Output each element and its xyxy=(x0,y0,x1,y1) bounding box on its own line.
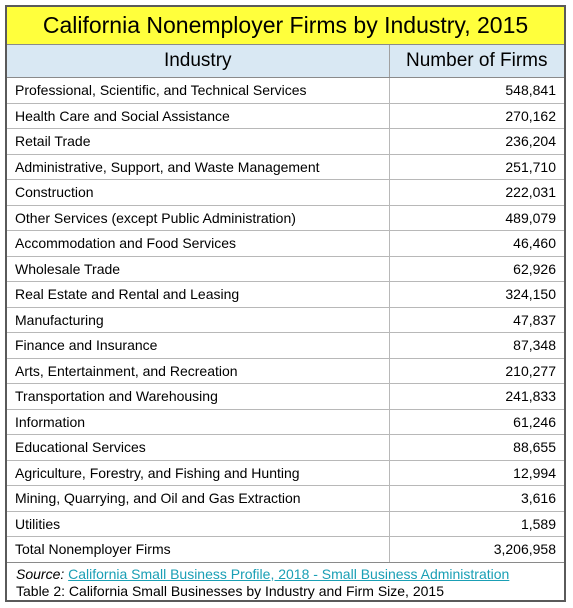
table-row: Health Care and Social Assistance 270,162 xyxy=(7,103,564,129)
firms-count-cell: 46,460 xyxy=(389,230,564,257)
total-row: Total Nonemployer Firms 3,206,958 xyxy=(7,536,564,563)
firms-count-cell: 270,162 xyxy=(389,103,564,129)
page-title: California Nonemployer Firms by Industry… xyxy=(7,7,564,45)
table-row: Manufacturing 47,837 xyxy=(7,307,564,333)
industry-cell: Health Care and Social Assistance xyxy=(7,103,390,129)
industry-cell: Transportation and Warehousing xyxy=(7,383,390,410)
firms-count-cell: 61,246 xyxy=(389,409,564,435)
firms-count-cell: 1,589 xyxy=(389,511,564,537)
industry-cell: Administrative, Support, and Waste Manag… xyxy=(7,154,390,180)
industry-cell: Finance and Insurance xyxy=(7,332,390,359)
industry-cell: Agriculture, Forestry, and Fishing and H… xyxy=(7,460,390,486)
table-row: Arts, Entertainment, and Recreation 210,2… xyxy=(7,358,564,384)
table-row: Agriculture, Forestry, and Fishing and H… xyxy=(7,460,564,486)
industry-cell: Retail Trade xyxy=(7,128,390,155)
table-row: Wholesale Trade 62,926 xyxy=(7,256,564,282)
firms-count-cell: 3,206,958 xyxy=(389,536,564,563)
industry-cell: Other Services (except Public Administra… xyxy=(7,205,390,231)
industry-cell: Manufacturing xyxy=(7,307,390,333)
firms-count-cell: 489,079 xyxy=(389,205,564,231)
table-row: Utilities 1,589 xyxy=(7,511,564,537)
firms-count-cell: 236,204 xyxy=(389,128,564,155)
firms-table: Industry Number of Firms Professional, S… xyxy=(7,45,564,563)
column-header-industry: Industry xyxy=(7,45,390,78)
table-row: Real Estate and Rental and Leasing 324,15… xyxy=(7,281,564,308)
table-row: Construction 222,031 xyxy=(7,179,564,206)
firms-count-cell: 87,348 xyxy=(389,332,564,359)
industry-cell: Wholesale Trade xyxy=(7,256,390,282)
table-row: Administrative, Support, and Waste Manag… xyxy=(7,154,564,180)
table-row: Professional, Scientific, and Technical … xyxy=(7,77,564,104)
industry-cell: Mining, Quarrying, and Oil and Gas Extra… xyxy=(7,485,390,512)
table-row: Finance and Insurance 87,348 xyxy=(7,332,564,359)
table-row: Retail Trade 236,204 xyxy=(7,128,564,155)
firms-count-cell: 210,277 xyxy=(389,358,564,384)
firms-count-cell: 47,837 xyxy=(389,307,564,333)
industry-cell: Total Nonemployer Firms xyxy=(7,536,390,563)
firms-count-cell: 251,710 xyxy=(389,154,564,180)
firms-count-cell: 12,994 xyxy=(389,460,564,486)
table-row: Educational Services 88,655 xyxy=(7,434,564,461)
table-row: Transportation and Warehousing 241,833 xyxy=(7,383,564,410)
firms-count-cell: 222,031 xyxy=(389,179,564,206)
source-link[interactable]: California Small Business Profile, 2018 … xyxy=(68,565,510,582)
firms-count-cell: 88,655 xyxy=(389,434,564,461)
industry-cell: Arts, Entertainment, and Recreation xyxy=(7,358,390,384)
table-header-row: Industry Number of Firms xyxy=(7,45,564,78)
table-row: Accommodation and Food Services 46,460 xyxy=(7,230,564,257)
table-caption: Table 2: California Small Businesses by … xyxy=(16,582,444,599)
firms-count-cell: 548,841 xyxy=(389,77,564,104)
column-header-number-of-firms: Number of Firms xyxy=(389,45,564,78)
industry-cell: Real Estate and Rental and Leasing xyxy=(7,281,390,308)
firms-count-cell: 3,616 xyxy=(389,485,564,512)
industry-cell: Accommodation and Food Services xyxy=(7,230,390,257)
source-label: Source: xyxy=(16,565,65,582)
industry-cell: Utilities xyxy=(7,511,390,537)
table-row: Information 61,246 xyxy=(7,409,564,435)
firms-count-cell: 241,833 xyxy=(389,383,564,410)
industry-cell: Educational Services xyxy=(7,434,390,461)
table-row: Other Services (except Public Administra… xyxy=(7,205,564,231)
table-row: Mining, Quarrying, and Oil and Gas Extra… xyxy=(7,485,564,512)
firms-count-cell: 62,926 xyxy=(389,256,564,282)
firms-count-cell: 324,150 xyxy=(389,281,564,308)
industry-cell: Construction xyxy=(7,179,390,206)
source-line: Source: California Small Business Profil… xyxy=(16,566,555,583)
industry-cell: Information xyxy=(7,409,390,435)
table-footer: Source: California Small Business Profil… xyxy=(7,563,564,600)
table-figure: California Nonemployer Firms by Industry… xyxy=(5,5,566,602)
industry-cell: Professional, Scientific, and Technical … xyxy=(7,77,390,104)
